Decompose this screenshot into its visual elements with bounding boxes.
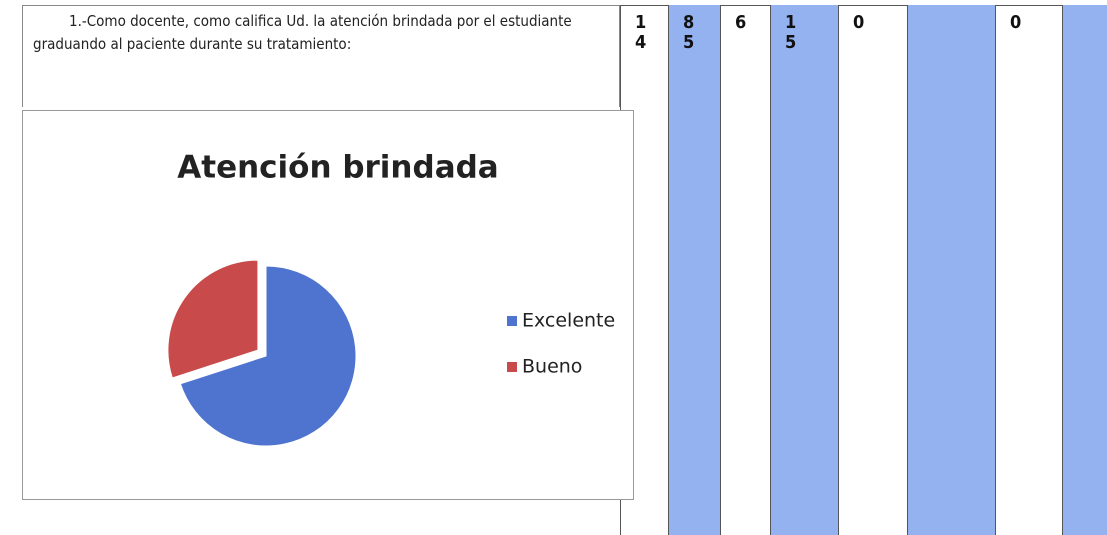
cell-value: 14 [635,12,647,53]
chart-title: Atención brindada [177,150,498,186]
column: 85 [668,5,720,535]
cell-value: 0 [853,12,865,33]
column: 0 [838,5,907,535]
legend-swatch [507,316,517,326]
legend-label: Excelente [522,310,615,332]
cell-value: 15 [785,12,797,53]
cell-value: 6 [735,12,747,33]
column [907,5,995,535]
lower-cell [22,500,621,535]
pie-slice [179,265,357,447]
column: 0 [995,5,1062,535]
pie-slice [167,259,259,379]
legend-swatch [507,362,517,372]
cell-value: 85 [683,12,695,53]
chart: Atención brindada Excelente Bueno [167,150,615,447]
question: 1.-Como docente, como califica Ud. la at… [22,5,620,107]
chart-box: Atención brindada Excelente Bueno [22,110,634,500]
column: 6 [720,5,770,535]
column: 15 [770,5,838,535]
cell-value: 0 [1010,12,1022,33]
rule [620,5,1107,6]
legend-label: Bueno [522,356,582,378]
column [1062,5,1107,535]
